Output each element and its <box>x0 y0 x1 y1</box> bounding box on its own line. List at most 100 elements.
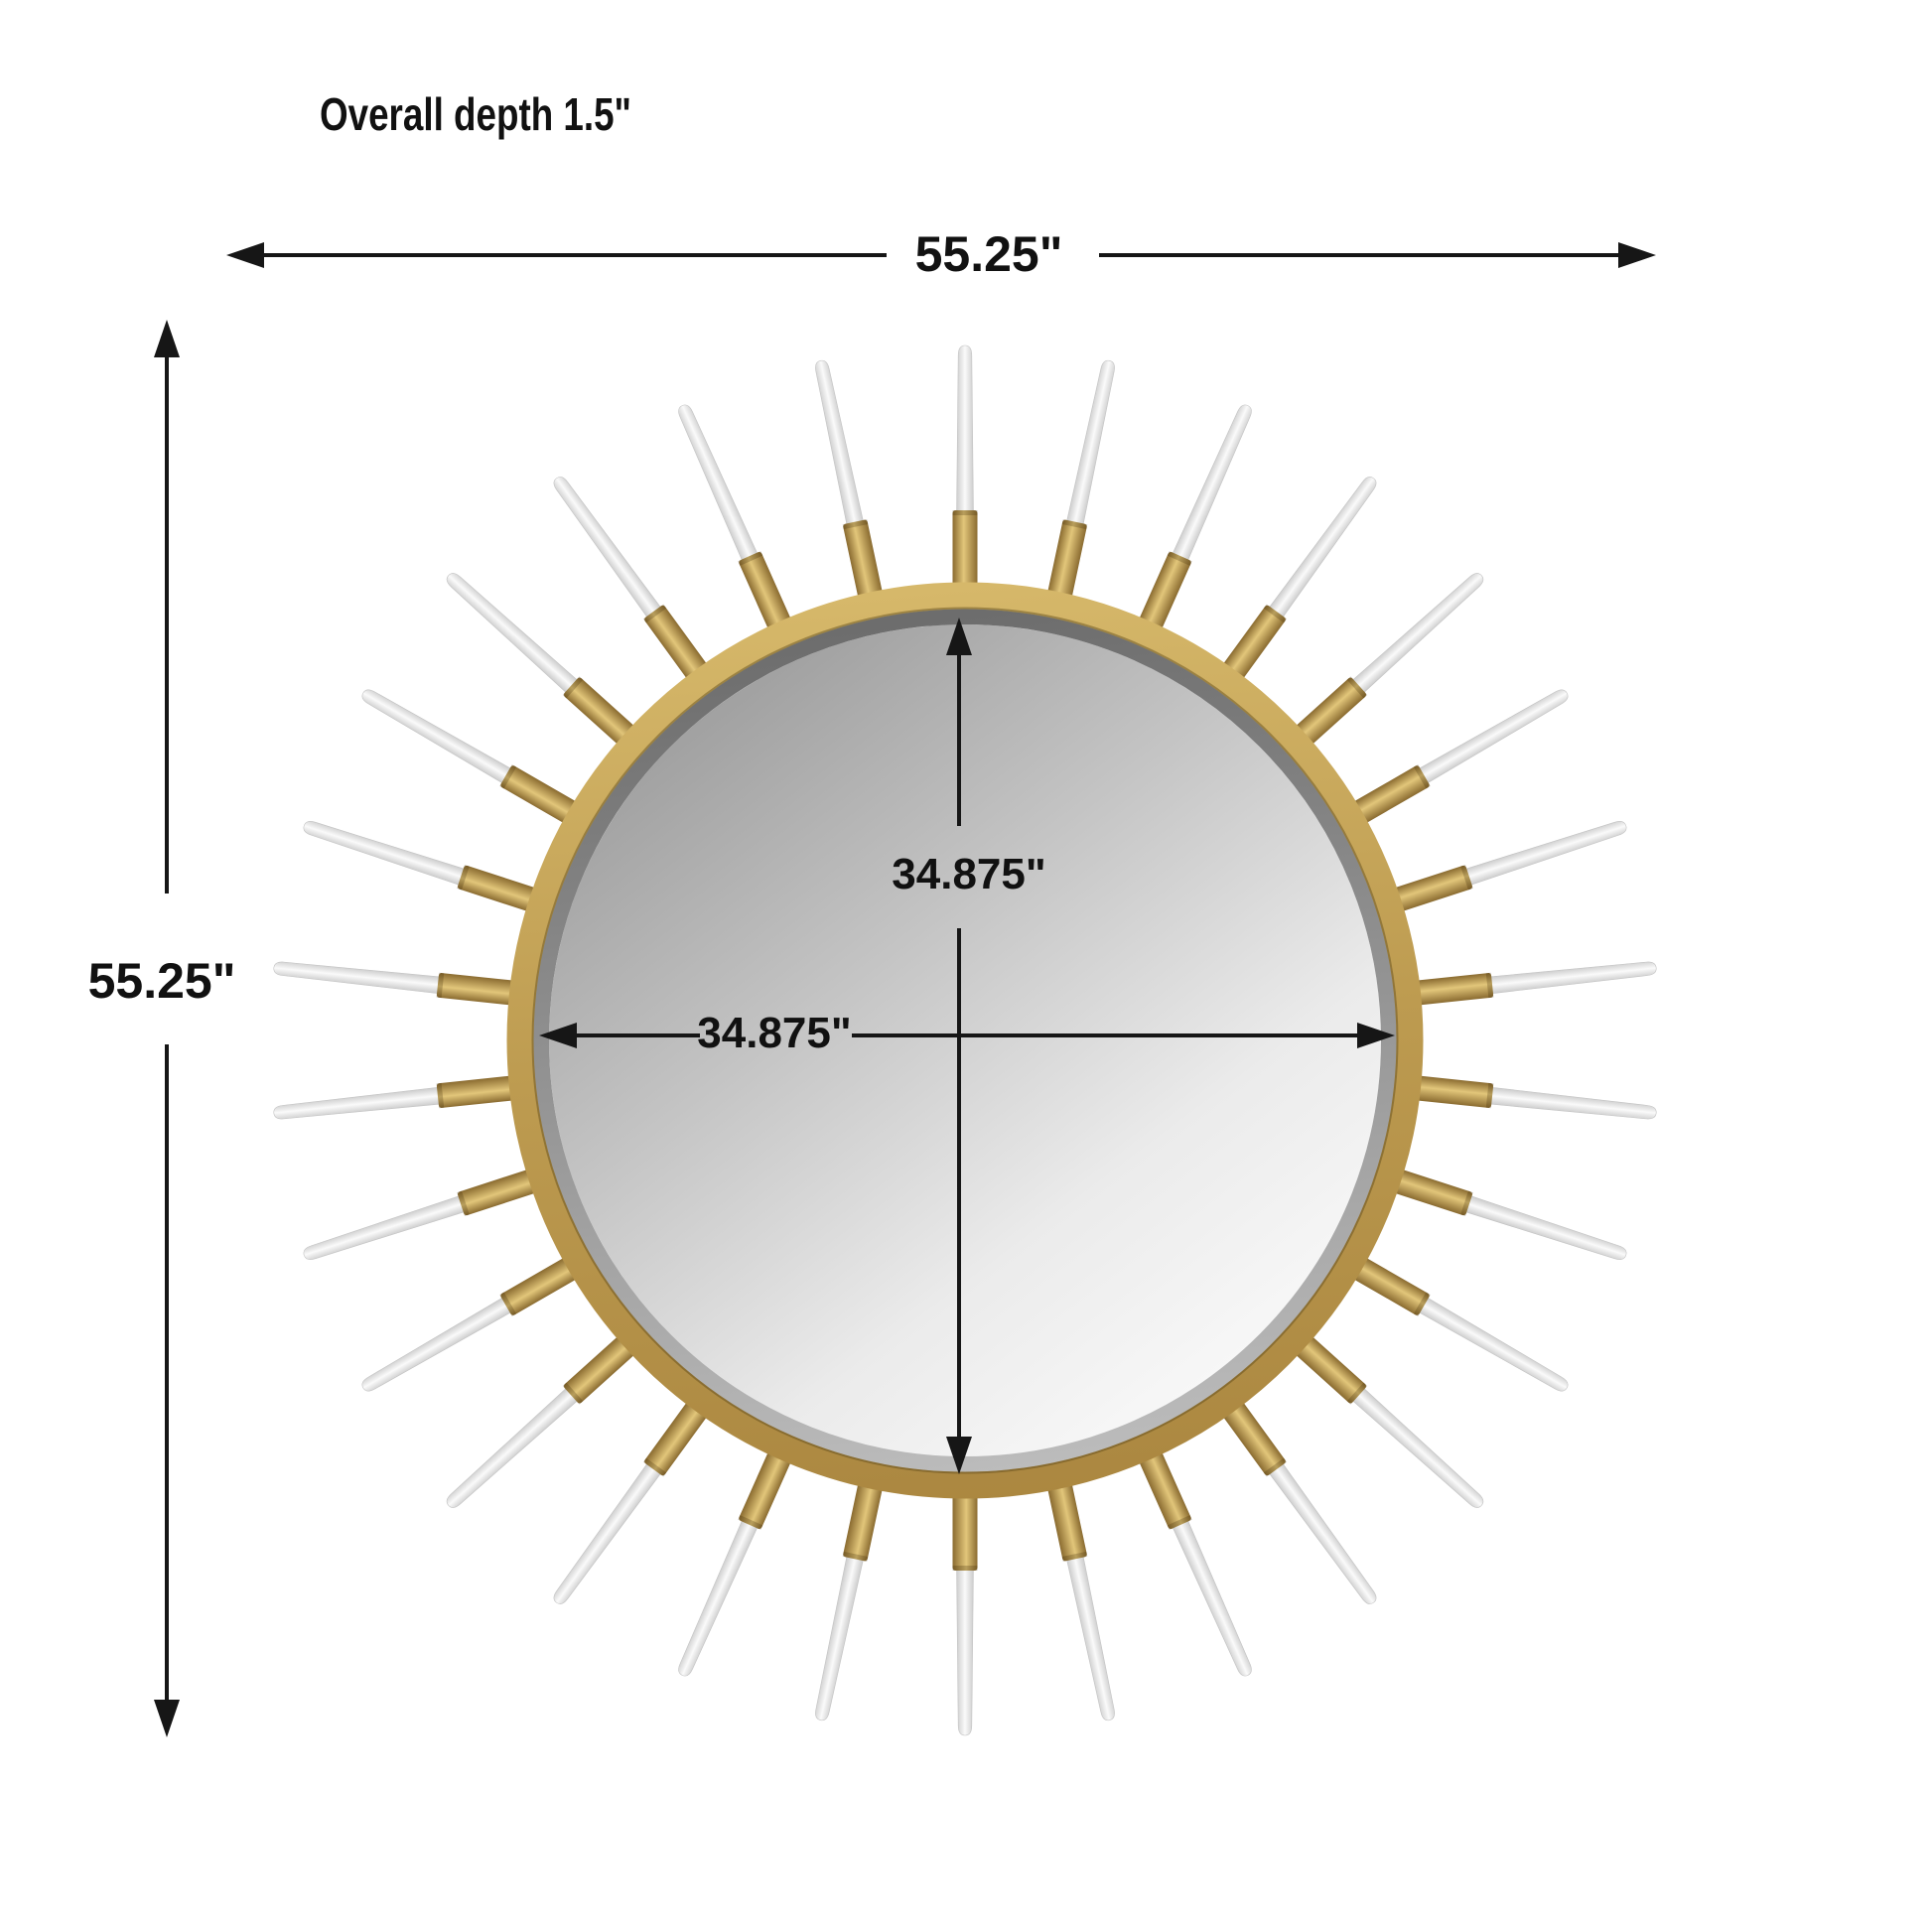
ray-socket <box>1044 1467 1087 1562</box>
ray-rod <box>1348 573 1484 697</box>
ray-rod <box>273 961 446 995</box>
ray-socket-rim <box>436 1082 445 1109</box>
ray-socket <box>952 510 978 602</box>
ray-rod <box>361 1295 516 1392</box>
ray-socket <box>1400 973 1494 1007</box>
overall-height-label: 55.25" <box>87 953 236 1009</box>
ray-socket-rim <box>842 519 869 530</box>
ray-socket-rim <box>562 676 584 699</box>
ray-rod <box>1065 359 1115 530</box>
ray-socket-rim <box>1485 972 1494 999</box>
ray-socket-rim <box>738 1515 763 1530</box>
ray-socket-rim <box>952 510 978 515</box>
overall-width-label: 55.25" <box>914 226 1063 282</box>
ray-socket-rim <box>738 551 763 566</box>
ray-socket-rim <box>842 1551 869 1562</box>
ray-socket <box>1379 1165 1472 1216</box>
sunburst-ray <box>678 1437 797 1677</box>
ray-rod <box>1460 1193 1627 1260</box>
sunburst-ray <box>815 1467 886 1721</box>
ray-socket <box>458 865 551 916</box>
ray-rod <box>815 359 865 530</box>
ray-rod <box>1170 1515 1252 1677</box>
ray-rod <box>1414 689 1569 786</box>
sunburst-ray <box>1339 689 1569 831</box>
ray-rod <box>1170 404 1252 566</box>
sunburst-ray <box>952 1479 978 1736</box>
mirror-width-label: 34.875" <box>697 1009 852 1057</box>
ray-rod <box>361 689 516 786</box>
sunburst-ray <box>1400 1074 1657 1120</box>
sunburst-ray <box>273 1074 530 1120</box>
ray-rod <box>446 573 582 697</box>
ray-rod <box>1348 1384 1484 1508</box>
ray-socket-rim <box>1061 519 1088 530</box>
sunburst-ray <box>1339 1250 1569 1392</box>
ray-rod <box>1484 1086 1657 1120</box>
ray-rod <box>1266 477 1377 622</box>
sunburst-ray <box>1400 961 1657 1007</box>
sunburst-ray <box>361 1250 591 1392</box>
ray-rod <box>956 344 974 517</box>
ray-rod <box>553 477 664 622</box>
sunburst-ray <box>303 821 551 916</box>
ray-socket-rim <box>436 972 445 999</box>
ray-socket <box>843 519 886 614</box>
ray-socket-rim <box>1460 865 1473 891</box>
sunburst-ray <box>446 573 646 756</box>
ray-socket <box>843 1467 886 1562</box>
ray-rod <box>1460 821 1627 888</box>
ray-rod <box>303 1193 470 1260</box>
ray-socket-rim <box>457 865 470 891</box>
ray-rod <box>815 1551 865 1721</box>
ray-socket <box>436 973 530 1007</box>
sunburst-ray <box>553 477 717 692</box>
sunburst-ray <box>952 344 978 602</box>
ray-socket-rim <box>1061 1551 1088 1562</box>
ray-socket-rim <box>952 1566 978 1571</box>
ray-socket-rim <box>1346 1382 1368 1405</box>
ray-socket <box>1379 865 1472 916</box>
mirror-face <box>549 624 1381 1456</box>
ray-rod <box>678 404 760 566</box>
ray-socket-rim <box>1460 1190 1473 1216</box>
ray-socket-rim <box>499 1292 517 1316</box>
ray-socket-rim <box>499 764 517 789</box>
sunburst-ray <box>273 961 530 1007</box>
mirror-frame-ring <box>506 582 1424 1499</box>
sunburst-ray <box>1133 404 1252 644</box>
ray-socket-rim <box>1263 604 1287 623</box>
sunburst-ray <box>1284 573 1484 756</box>
sunburst-ray <box>1044 359 1115 614</box>
ray-rod <box>1414 1295 1569 1392</box>
sunburst-ray <box>1213 477 1377 692</box>
ray-socket-rim <box>1167 551 1192 566</box>
sunburst-rays <box>273 344 1657 1736</box>
ray-socket <box>458 1165 551 1216</box>
sunburst-ray <box>303 1165 551 1260</box>
ray-socket <box>952 1479 978 1571</box>
ray-rod <box>273 1086 446 1120</box>
ray-socket-rim <box>1167 1515 1192 1530</box>
sunburst-ray <box>1213 1389 1377 1604</box>
ray-rod <box>1065 1551 1115 1721</box>
sunburst-ray <box>446 1325 646 1508</box>
ray-socket-rim <box>643 1457 667 1477</box>
sunburst-ray <box>1379 1165 1627 1260</box>
sunburst-ray <box>1133 1437 1252 1677</box>
sunburst-ray <box>1379 821 1627 916</box>
ray-rod <box>446 1384 582 1508</box>
ray-socket <box>436 1074 530 1108</box>
sunburst-mirror-graphic <box>273 344 1657 1736</box>
sunburst-ray <box>678 404 797 644</box>
ray-socket-rim <box>643 604 667 623</box>
ray-socket <box>1400 1074 1494 1108</box>
ray-socket-rim <box>1346 676 1368 699</box>
sunburst-ray <box>361 689 591 831</box>
ray-socket-rim <box>1413 1292 1431 1316</box>
ray-rod <box>1266 1458 1377 1604</box>
sunburst-ray <box>815 359 886 614</box>
sunburst-ray <box>1284 1325 1484 1508</box>
ray-socket <box>1044 519 1087 614</box>
